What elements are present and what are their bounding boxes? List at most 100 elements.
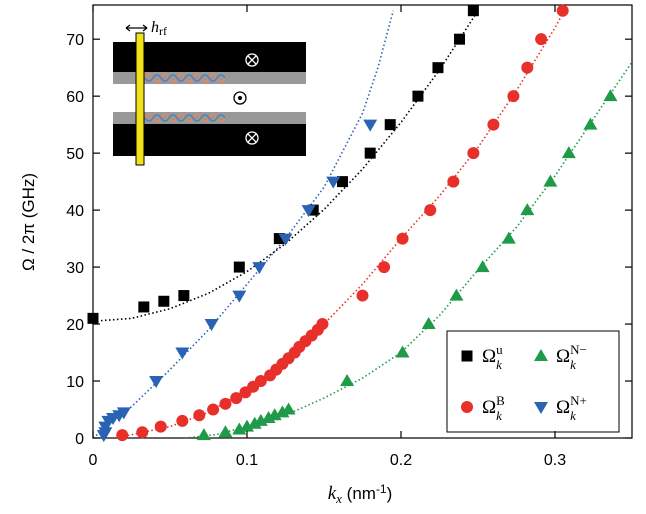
data-point [378, 261, 391, 274]
x-tick-label: 0.3 [544, 452, 566, 469]
legend-sup: B [496, 393, 505, 408]
fit-curve [185, 61, 632, 438]
data-point [363, 119, 378, 132]
plot-frame [92, 4, 633, 439]
inset-antenna [135, 32, 145, 166]
data-point [395, 345, 410, 358]
legend-sup: N− [570, 342, 587, 357]
data-point [396, 232, 409, 245]
data-point [583, 117, 598, 130]
legend-name: Ω [556, 397, 570, 418]
data-point [218, 425, 233, 438]
marker-circle [461, 401, 473, 413]
data-point [326, 176, 341, 189]
y-tick-label: 50 [66, 146, 84, 163]
data-point [87, 312, 99, 324]
y-tick-label: 60 [66, 89, 84, 106]
legend-name: Ω [556, 346, 570, 367]
data-point [520, 203, 535, 216]
data-point [340, 374, 355, 387]
data-point [175, 347, 190, 360]
inset-arrow [125, 24, 148, 32]
data-point [233, 261, 245, 273]
data-point [561, 146, 576, 159]
legend-label: ΩB k [482, 393, 505, 423]
data-point [412, 90, 424, 102]
inset-label-main: h [151, 19, 159, 36]
y-axis-label: Ω / 2π (GHz) [19, 173, 38, 271]
data-point [447, 175, 460, 188]
data-point [193, 409, 206, 422]
inset-label-sub: rf [159, 24, 167, 38]
data-point [507, 90, 520, 103]
data-point [136, 426, 149, 439]
marker-triangle-down [534, 402, 548, 414]
legend-name: Ω [482, 397, 496, 418]
point-layer [87, 4, 618, 443]
data-point [232, 290, 247, 303]
legend-sub: k [570, 357, 576, 372]
x-axis-label: kx (nm-1) [328, 482, 393, 506]
data-point [116, 429, 129, 442]
legend-label: ΩN− k [556, 342, 587, 372]
y-tick-label: 40 [66, 203, 84, 220]
x-tick-label: 0.2 [390, 452, 412, 469]
y-tick-label: 70 [66, 32, 84, 49]
data-point [301, 205, 316, 218]
data-point [454, 33, 466, 45]
x-tick-label: 0.1 [236, 452, 258, 469]
x-label-sub: x [335, 491, 342, 506]
data-point [424, 204, 437, 217]
fit-curve [93, 10, 395, 438]
y-tick-label: 10 [66, 374, 84, 391]
data-point [556, 4, 569, 17]
legend-sup: u [496, 342, 503, 357]
data-point [307, 204, 319, 216]
legend-sub: k [570, 408, 576, 423]
data-point [336, 176, 348, 188]
data-point [521, 61, 534, 74]
data-point [278, 233, 293, 246]
y-tick-label: 0 [75, 431, 84, 448]
data-point [196, 428, 211, 441]
marker-square [461, 350, 473, 362]
data-point [467, 5, 479, 17]
marker-triangle-up [534, 349, 548, 361]
inset-label: hrf [151, 19, 167, 38]
x-label-end: ) [387, 484, 393, 503]
data-point [158, 295, 170, 307]
data-point [356, 289, 369, 302]
data-point [207, 403, 220, 416]
y-tick-label: 30 [66, 260, 84, 277]
legend: Ωu kΩB k ΩN+ kΩN− k [461, 342, 587, 423]
data-point [501, 231, 516, 244]
inset-symbol [233, 91, 247, 105]
x-label-sup: -1 [376, 482, 387, 496]
x-label-unit: (nm [342, 484, 376, 503]
legend-label: ΩN+ k [556, 393, 587, 423]
data-point [254, 375, 267, 388]
data-point [467, 147, 480, 160]
inset: hrf [113, 19, 306, 166]
data-point [149, 376, 164, 389]
data-point [487, 118, 500, 131]
data-point [475, 260, 490, 273]
data-point [178, 290, 190, 302]
data-point [364, 147, 376, 159]
x-label-main: k [328, 483, 337, 504]
legend-label: Ωu k [482, 342, 503, 372]
data-point [421, 317, 436, 330]
data-point [384, 119, 396, 131]
data-point [230, 392, 243, 405]
data-point [138, 301, 150, 313]
y-tick-label: 20 [66, 317, 84, 334]
inset-symbols [245, 53, 259, 145]
data-point [176, 414, 189, 427]
fit-curve [93, 10, 479, 322]
data-point [273, 233, 285, 245]
legend-box [446, 330, 620, 433]
inset-dot [238, 96, 242, 100]
data-point [603, 89, 618, 102]
